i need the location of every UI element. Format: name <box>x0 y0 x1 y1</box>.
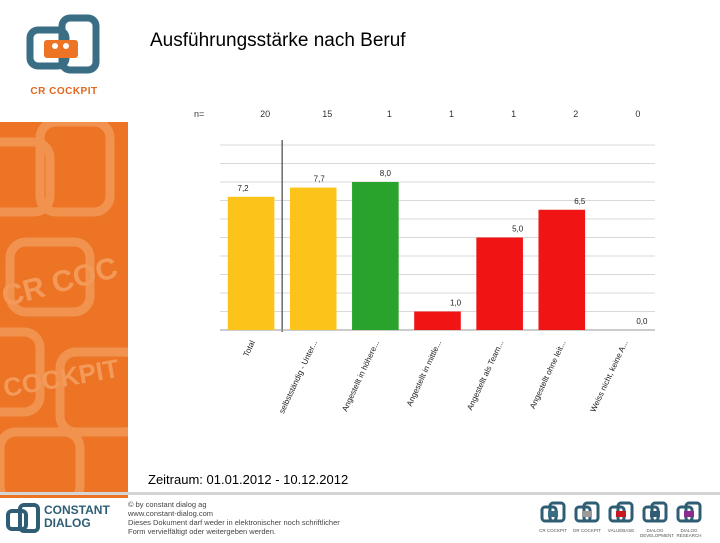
n-value: 2 <box>573 109 578 119</box>
footer: CONSTANT DIALOG © by constant dialog ag … <box>0 492 720 543</box>
data-label: 7,7 <box>314 175 326 184</box>
product-logo-icon <box>540 501 566 523</box>
n-value: 1 <box>387 109 392 119</box>
bar <box>414 311 461 330</box>
product-logo-icon <box>642 501 668 523</box>
period-label: Zeitraum: 01.01.2012 - 10.12.2012 <box>148 472 349 487</box>
data-label: 0,0 <box>636 317 648 326</box>
data-label: 1,0 <box>450 299 462 308</box>
page-title: Ausführungsstärke nach Beruf <box>150 30 406 51</box>
pattern-decoration: CR COC COCKPIT <box>0 117 128 492</box>
n-value: 1 <box>511 109 516 119</box>
product-logo-icon <box>676 501 702 523</box>
product-logo: DIALOG DEVELOPMENT <box>640 501 675 538</box>
data-label: 7,2 <box>238 184 250 193</box>
data-label: 8,0 <box>380 169 392 178</box>
category-label: Angestellt in mittle... <box>405 339 443 408</box>
product-logo: DIALOG RESEARCH <box>674 501 704 538</box>
product-logo: DR COCKPIT <box>572 501 602 538</box>
copyright-line: Dieses Dokument darf weder in elektronis… <box>128 518 340 527</box>
bar <box>352 182 399 330</box>
product-logo-icon <box>608 501 634 523</box>
bar <box>289 187 337 330</box>
category-label: Angestellt als Team... <box>465 339 505 412</box>
category-label: Angestellt ohne leit... <box>528 339 568 410</box>
product-logos: CR COCKPIT DR COCKPIT VALUEBASE DIALOG DEVE… <box>538 501 704 538</box>
constant-dialog-logo-icon <box>6 503 40 533</box>
svg-text:CR COC: CR COC <box>0 251 121 314</box>
orange-pattern-panel: CR COC COCKPIT <box>0 117 128 492</box>
cr-cockpit-logo-icon <box>26 14 100 74</box>
data-label: 6,5 <box>574 197 586 206</box>
product-logo-label: CR COCKPIT <box>539 528 567 533</box>
n-label: n= <box>194 109 204 119</box>
logo-caption: CR COCKPIT <box>30 86 98 97</box>
copyright-line: www.constant-dialog.com <box>128 509 214 518</box>
copyright-line: © by constant dialog ag <box>128 500 207 509</box>
cr-cockpit-logo: CR COCKPIT <box>0 0 128 122</box>
bar <box>476 237 523 330</box>
data-label: 5,0 <box>512 225 524 234</box>
n-value: 20 <box>260 109 270 119</box>
footer-brand-line2: DIALOG <box>44 516 91 530</box>
bar <box>538 209 586 330</box>
category-label: Total <box>242 339 257 358</box>
n-value: 15 <box>322 109 332 119</box>
product-logo: CR COCKPIT <box>538 501 568 538</box>
footer-brand-line1: CONSTANT <box>44 503 110 517</box>
n-value: 0 <box>635 109 640 119</box>
category-label: Angestellt in höhere... <box>340 339 381 413</box>
copyright-line: Form vervielfältigt oder weitergeben wer… <box>128 527 276 536</box>
product-logo-icon <box>574 501 600 523</box>
category-label: Weiss nicht, keine A... <box>589 339 630 414</box>
product-logo-label: DR COCKPIT <box>573 528 601 533</box>
category-label: selbstständig - Unter... <box>277 339 319 415</box>
footer-accent <box>0 495 128 498</box>
footer-copyright: © by constant dialog ag www.constant-dia… <box>128 500 388 536</box>
product-logo-label: DIALOG DEVELOPMENT <box>640 528 675 538</box>
product-logo: VALUEBASE <box>606 501 636 538</box>
product-logo-label: VALUEBASE <box>607 528 635 533</box>
n-value: 1 <box>449 109 454 119</box>
sidebar-decoration: CR COCKPIT CR COC COCKPIT <box>0 0 128 492</box>
bar <box>227 196 275 330</box>
footer-brand: CONSTANT DIALOG <box>44 504 110 530</box>
product-logo-label: DIALOG RESEARCH <box>676 528 702 538</box>
